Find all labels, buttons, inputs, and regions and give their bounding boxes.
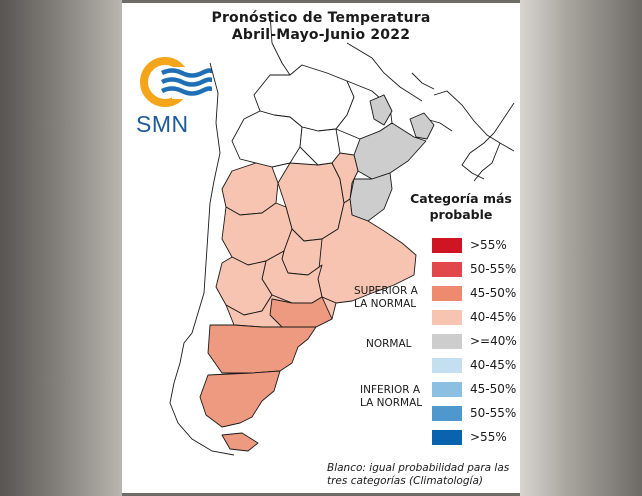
neighbor-borders <box>209 12 515 182</box>
region-rio-negro-east <box>269 296 333 328</box>
brazil-coastline <box>461 102 515 180</box>
legend-swatch-8 <box>432 406 462 421</box>
legend-swatch-3 <box>432 286 462 301</box>
province-santiago <box>299 126 341 166</box>
province-santa-cruz <box>199 370 281 428</box>
smn-logo-text: SMN <box>136 111 189 137</box>
map-title: Pronóstico de Temperatura <box>211 10 431 26</box>
category-normal: NORMAL <box>366 338 412 350</box>
legend-title: Categoría más probable <box>410 191 512 222</box>
legend-swatch-2 <box>432 262 462 277</box>
map-subtitle: Abril-Mayo-Junio 2022 <box>231 27 411 43</box>
background-right <box>520 0 642 496</box>
legend-swatch-4 <box>432 310 462 325</box>
province-neuquen <box>215 256 273 316</box>
province-misiones <box>409 112 435 140</box>
legend-swatch-7 <box>432 382 462 397</box>
legend-swatch-5 <box>432 334 462 349</box>
province-misiones-north <box>369 94 393 126</box>
background-left <box>0 0 122 496</box>
legend-label-5: >=40% <box>470 334 517 348</box>
province-santa-fe <box>331 152 359 204</box>
category-superior: SUPERIOR A LA NORMAL <box>354 285 418 310</box>
legend-label-8: 50-55% <box>470 406 517 420</box>
legend-swatch-6 <box>432 358 462 373</box>
legend-label-4: 40-45% <box>470 310 517 324</box>
legend-swatch-9 <box>432 430 462 445</box>
argentina-map <box>169 12 515 456</box>
legend-label-7: 45-50% <box>470 382 517 396</box>
footnote: Blanco: igual probabilidad para las tres… <box>327 462 510 487</box>
legend-label-6: 40-45% <box>470 358 517 372</box>
legend-label-1: >55% <box>470 238 507 252</box>
legend-swatch-1 <box>432 238 462 253</box>
legend-label-3: 45-50% <box>470 286 517 300</box>
category-inferior: INFERIOR A LA NORMAL <box>360 384 423 409</box>
province-chubut <box>207 324 317 374</box>
province-entre-rios <box>349 172 393 222</box>
legend-label-9: >55% <box>470 430 507 444</box>
legend-label-2: 50-55% <box>470 262 517 276</box>
province-tierra-del-fuego <box>221 432 259 452</box>
province-tucuman-catamarca <box>231 110 303 168</box>
chile-coastline <box>169 180 235 456</box>
smn-logo-icon <box>140 57 212 107</box>
provinces <box>199 64 435 452</box>
forecast-panel: Pronóstico de Temperatura Abril-Mayo-Jun… <box>122 3 520 493</box>
